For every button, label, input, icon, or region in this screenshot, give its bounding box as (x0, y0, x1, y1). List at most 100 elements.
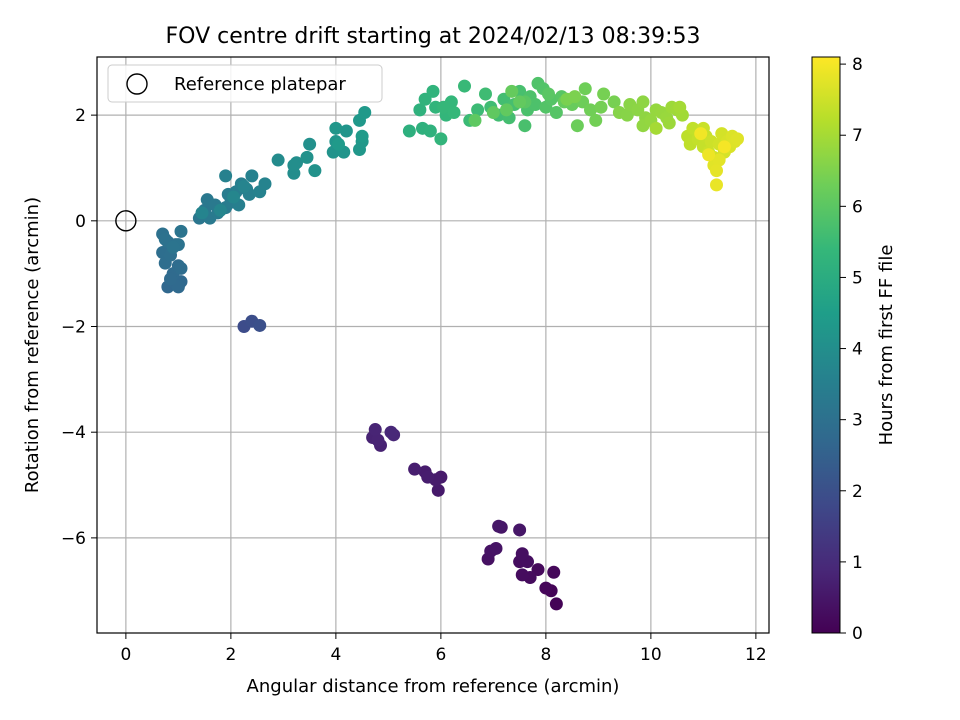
scatter-point (489, 541, 503, 555)
scatter-point (513, 95, 527, 109)
colorbar-ticks: 0 1 2 3 4 5 6 7 8 (840, 55, 863, 644)
scatter-point (300, 150, 314, 164)
scatter-point (539, 581, 553, 595)
scatter-point (287, 158, 301, 172)
scatter-point (166, 240, 180, 254)
scatter-point (329, 121, 343, 135)
colorbar-tick-label: 5 (852, 268, 863, 288)
scatter-point (694, 127, 708, 141)
scatter-point (237, 179, 251, 193)
scatter-point (339, 124, 353, 138)
colorbar-tick-label: 3 (852, 411, 863, 431)
x-tick-label: 0 (120, 645, 131, 665)
scatter-point (245, 169, 259, 183)
scatter-point (505, 84, 519, 98)
scatter-point (164, 272, 177, 286)
scatter-point (371, 433, 385, 447)
scatter-point (710, 164, 723, 178)
scatter-point (402, 124, 416, 138)
scatter-point (434, 132, 448, 146)
scatter-point (303, 137, 317, 151)
scatter-point (355, 129, 369, 143)
scatter-point (578, 82, 592, 96)
scatter-point (500, 103, 513, 117)
scatter-point (547, 565, 561, 579)
scatter-point (486, 105, 500, 119)
scatter-point (426, 84, 440, 98)
scatter-point (662, 116, 676, 130)
scatter-point (368, 423, 382, 437)
legend-open-circle-icon (126, 73, 148, 95)
scatter-point (717, 140, 731, 154)
scatter-point (332, 137, 345, 151)
scatter-point (431, 483, 445, 497)
scatter-point (710, 178, 723, 192)
y-tick-label: 0 (75, 212, 86, 232)
scatter-point (195, 206, 209, 220)
colorbar-tick-label: 6 (852, 197, 863, 217)
x-tick-label: 6 (435, 645, 446, 665)
scatter-point (712, 153, 726, 167)
colorbar-label: Hours from first FF file (876, 245, 897, 446)
scatter-point (447, 105, 461, 119)
scatter-point (171, 280, 185, 294)
legend-label-reference: Reference platepar (174, 74, 346, 95)
scatter-point (479, 87, 492, 101)
scatter-point (515, 547, 529, 561)
y-tick-label: 2 (75, 106, 86, 126)
y-axis-label: Rotation from reference (arcmin) (22, 197, 43, 493)
scatter-point (253, 318, 267, 332)
scatter-point (492, 519, 506, 533)
grid-lines (97, 57, 769, 633)
scatter-point (549, 105, 563, 119)
scatter-point (549, 597, 563, 611)
legend: Reference platepar (107, 64, 383, 103)
scatter-point (589, 113, 603, 127)
scatter-point (702, 148, 716, 162)
x-tick-label: 8 (540, 645, 551, 665)
scatter-point (568, 90, 582, 104)
legend-box (107, 64, 383, 103)
scatter-point (518, 119, 532, 133)
y-axis-ticks: −6 −4 −2 0 2 (61, 106, 97, 549)
scatter-point (607, 95, 621, 109)
scatter-point (620, 108, 634, 122)
colorbar-tick-label: 2 (852, 482, 863, 502)
colorbar (811, 56, 841, 634)
scatter-point (408, 462, 422, 476)
scatter-point (731, 132, 744, 146)
scatter-point (418, 92, 432, 106)
scatter-point (513, 523, 527, 537)
scatter-points (156, 76, 744, 611)
reference-platepar-marker (115, 210, 137, 232)
scatter-point (515, 568, 529, 582)
scatter-point (174, 224, 188, 238)
chart-title: FOV centre drift starting at 2024/02/13 … (166, 24, 701, 49)
y-tick-label: −2 (61, 318, 86, 338)
scatter-point (258, 177, 272, 191)
x-axis-label: Angular distance from reference (arcmin) (247, 676, 620, 697)
scatter-point (227, 190, 240, 204)
scatter-point (308, 164, 322, 178)
scatter-point (673, 100, 687, 114)
scatter-point (471, 103, 485, 117)
scatter-point (594, 100, 608, 114)
scatter-point (468, 113, 482, 127)
scatter-point (531, 563, 545, 577)
scatter-point (413, 103, 427, 117)
x-tick-label: 12 (745, 645, 767, 665)
colorbar-tick-label: 8 (852, 55, 863, 75)
scatter-point (542, 87, 555, 101)
scatter-point (597, 87, 611, 101)
scatter-point (570, 119, 584, 133)
scatter-point (423, 124, 437, 138)
colorbar-tick-label: 0 (852, 624, 863, 644)
scatter-point (649, 121, 663, 135)
colorbar-tick-label: 7 (852, 126, 863, 146)
reference-marker-group (115, 210, 137, 232)
scatter-point (219, 169, 233, 183)
scatter-point (437, 100, 450, 114)
plot-frame (96, 56, 770, 634)
scatter-point (584, 103, 597, 117)
